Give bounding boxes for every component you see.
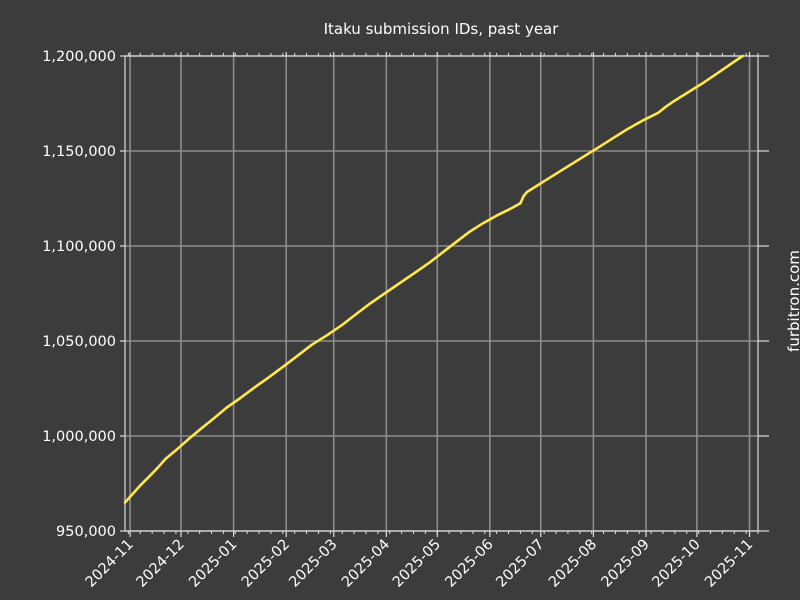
y-tick-label: 1,100,000 bbox=[42, 239, 116, 255]
grid-lines bbox=[125, 55, 758, 532]
y-tick-label: 1,150,000 bbox=[42, 144, 116, 160]
x-tick-label: 2025-01 bbox=[186, 537, 240, 591]
axes bbox=[120, 52, 769, 537]
x-tick-label: 2025-05 bbox=[390, 537, 444, 591]
x-tick-label: 2025-02 bbox=[239, 537, 293, 591]
series-layer bbox=[123, 54, 745, 504]
y-tick-label: 1,000,000 bbox=[42, 429, 116, 445]
x-tick-label: 2025-10 bbox=[650, 537, 704, 591]
tick-labels: 2024-112024-122025-012025-022025-032025-… bbox=[42, 49, 756, 591]
y-tick-label: 1,050,000 bbox=[42, 334, 116, 350]
chart-title: Itaku submission IDs, past year bbox=[324, 20, 560, 38]
x-tick-label: 2025-08 bbox=[546, 537, 600, 591]
x-tick-label: 2025-03 bbox=[286, 537, 340, 591]
y-tick-label: 1,200,000 bbox=[42, 49, 116, 65]
x-tick-label: 2024-12 bbox=[134, 537, 188, 591]
x-tick-label: 2025-06 bbox=[443, 537, 497, 591]
x-tick-label: 2025-07 bbox=[493, 537, 547, 591]
y-tick-label: 950,000 bbox=[56, 524, 116, 540]
x-tick-label: 2024-11 bbox=[83, 537, 137, 591]
watermark-site-label: furbitron.com bbox=[785, 250, 800, 352]
x-tick-label: 2025-04 bbox=[339, 537, 393, 591]
x-tick-label: 2025-11 bbox=[702, 537, 756, 591]
x-tick-label: 2025-09 bbox=[599, 537, 653, 591]
series-line bbox=[123, 54, 745, 504]
